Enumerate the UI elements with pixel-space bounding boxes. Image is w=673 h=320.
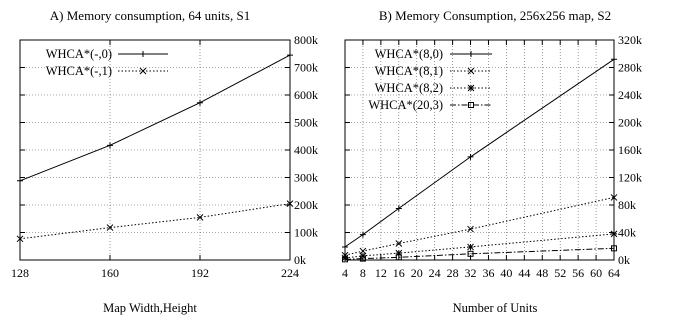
chart-a-memory-vs-map-size: A) Memory consumption, 64 units, S1 Map … [11, 8, 318, 315]
chart-b-x-tick-label: 8 [360, 266, 366, 280]
chart-a-x-axis-label: Map Width,Height [103, 301, 197, 315]
chart-b-x-tick-label: 60 [590, 266, 602, 280]
chart-b-data-point [611, 245, 617, 252]
chart-a-y-tick-label: 200k [294, 198, 318, 212]
chart-b-data-point [467, 250, 474, 257]
chart-a-series-2: WHCA*(-,1) [16, 64, 294, 243]
chart-a-data-point [287, 52, 293, 59]
chart-b-data-point [395, 240, 403, 247]
chart-a-data-point [286, 200, 294, 207]
chart-b-series-line [344, 196, 615, 256]
chart-b-data-point [341, 254, 349, 262]
chart-a-x-tick-label: 224 [281, 266, 299, 280]
chart-b-series-2: WHCA*(8,1) [341, 64, 618, 259]
chart-a-legend-label: WHCA*(-,1) [46, 64, 112, 78]
chart-b-data-point [395, 254, 402, 261]
chart-b-x-tick-label: 56 [572, 266, 584, 280]
chart-b-x-tick-label: 52 [554, 266, 566, 280]
chart-b-y-tick-label: 240k [618, 88, 642, 102]
chart-a-data-point [107, 142, 113, 149]
chart-b-data-point [342, 256, 348, 263]
chart-b-y-tick-label: 40k [618, 226, 636, 240]
chart-b-x-tick-label: 4 [342, 266, 348, 280]
chart-a-legend-marker [139, 67, 147, 75]
chart-b-legend-marker [467, 84, 475, 92]
chart-b-title: B) Memory Consumption, 256x256 map, S2 [379, 8, 611, 23]
chart-a-y-tick-label: 0k [294, 253, 306, 267]
chart-a-data-point [17, 177, 23, 184]
chart-b-series-3: WHCA*(8,2) [341, 81, 618, 262]
chart-b-memory-vs-units: B) Memory Consumption, 256x256 map, S2 N… [341, 8, 642, 315]
chart-b-data-point [395, 205, 402, 212]
chart-b-data-point [611, 56, 617, 63]
chart-b-data-point [467, 225, 474, 233]
chart-b-series-line [344, 247, 615, 260]
chart-a-data-point [16, 235, 24, 243]
chart-b-x-tick-label: 64 [608, 266, 620, 280]
chart-b-data-point [467, 153, 474, 160]
chart-b-series-1: WHCA*(8,0) [342, 47, 617, 250]
chart-b-series-line [344, 233, 615, 259]
chart-b-legend-marker [468, 51, 474, 57]
chart-b-x-tick-label: 12 [375, 266, 387, 280]
chart-b-y-tick-label: 0k [618, 253, 630, 267]
chart-b-data-point [359, 247, 367, 255]
chart-b-y-tick-label: 160k [618, 143, 642, 157]
chart-a-series-line [19, 54, 291, 182]
chart-b-y-tick-label: 320k [618, 33, 642, 47]
chart-a-y-tick-label: 600k [294, 88, 318, 102]
chart-b-x-tick-label: 16 [393, 266, 405, 280]
chart-b-data-point [359, 231, 366, 238]
chart-b-x-tick-label: 40 [500, 266, 512, 280]
chart-b-legend-marker [467, 67, 475, 75]
chart-a-y-tick-label: 800k [294, 33, 318, 47]
chart-b-legend-marker [468, 102, 474, 108]
chart-b-x-tick-label: 20 [411, 266, 423, 280]
chart-b-x-tick-label: 28 [447, 266, 459, 280]
chart-a-y-tick-label: 100k [294, 226, 318, 240]
chart-a-data-point [197, 99, 203, 106]
chart-a-series-1: WHCA*(-,0) [17, 47, 293, 184]
chart-a-title: A) Memory consumption, 64 units, S1 [50, 8, 250, 23]
chart-a-y-tick-label: 500k [294, 116, 318, 130]
chart-b-legend-label: WHCA*(20,3) [368, 98, 443, 112]
chart-a-y-tick-label: 400k [294, 143, 318, 157]
chart-b-data-point [395, 249, 403, 257]
chart-a-data-point [106, 224, 114, 231]
chart-b-legend-label: WHCA*(8,1) [375, 64, 443, 78]
chart-a-data-point [196, 214, 204, 221]
chart-b-data-point [467, 243, 474, 251]
chart-b-data-point [359, 255, 366, 262]
chart-a-x-tick-label: 160 [101, 266, 119, 280]
chart-a-legend-marker [140, 51, 146, 57]
chart-a-x-tick-label: 128 [11, 266, 29, 280]
chart-b-legend-label: WHCA*(8,0) [375, 47, 443, 61]
chart-b-data-point [610, 230, 618, 238]
chart-b-x-axis-label: Number of Units [453, 301, 538, 315]
chart-b-series-4: WHCA*(20,3) [342, 98, 617, 263]
chart-b-x-tick-label: 48 [536, 266, 548, 280]
chart-b-y-tick-label: 280k [618, 61, 642, 75]
chart-b-y-tick-label: 80k [618, 198, 636, 212]
chart-b-x-tick-label: 36 [482, 266, 494, 280]
chart-b-y-tick-label: 120k [618, 171, 642, 185]
chart-b-x-tick-label: 32 [465, 266, 477, 280]
chart-b-data-point [342, 243, 348, 250]
chart-a-x-tick-label: 192 [191, 266, 209, 280]
chart-a-y-tick-label: 700k [294, 61, 318, 75]
chart-b-y-tick-label: 200k [618, 116, 642, 130]
chart-a-y-tick-label: 300k [294, 171, 318, 185]
chart-b-x-tick-label: 24 [429, 266, 441, 280]
chart-a-legend-label: WHCA*(-,0) [46, 47, 112, 61]
chart-b-data-point [610, 194, 618, 201]
chart-a-series-line [19, 203, 291, 240]
chart-b-x-tick-label: 44 [518, 266, 530, 280]
chart-b-legend-label: WHCA*(8,2) [375, 81, 443, 95]
